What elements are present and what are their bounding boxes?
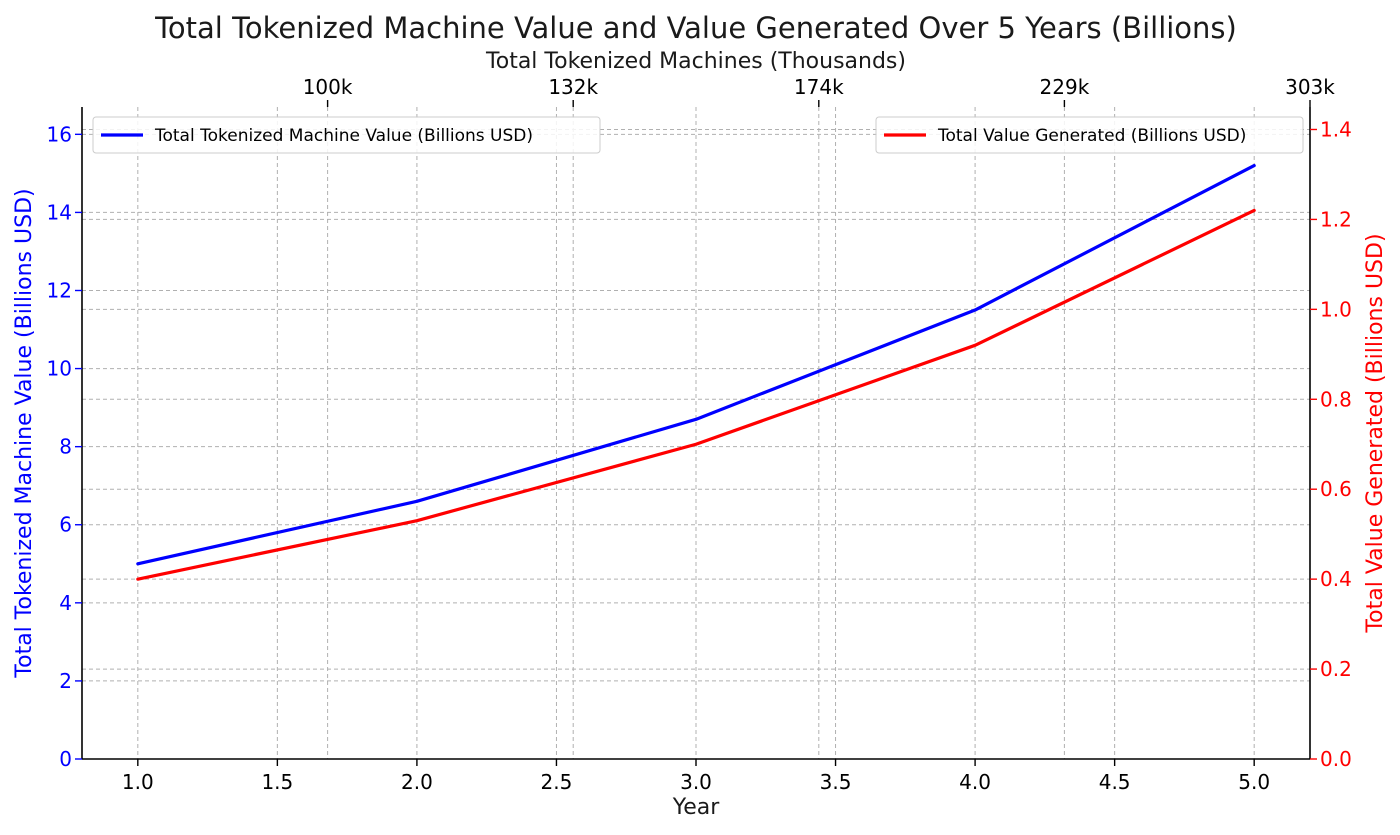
- left-tick-label: 10: [47, 357, 72, 381]
- left-tick-label: 8: [59, 435, 72, 459]
- legend-frame: [92, 116, 601, 154]
- series-line-machine-value: [136, 163, 1256, 566]
- legend-box-value-generated: Total Value Generated (Billions USD): [875, 116, 1304, 154]
- legend-frame: [875, 116, 1304, 154]
- axes-layer: 1.0 1.5 2.0 2.5 3.0 3.5 4.0 4.5 5.0 100k 132k 174k 2…: [47, 75, 1352, 794]
- right-tick-label: 0.0: [1320, 747, 1352, 771]
- left-tick-label: 14: [47, 200, 72, 224]
- legend-layer: Total Tokenized Machine Value (Billions …: [92, 116, 1304, 154]
- right-tick-label: 0.4: [1320, 567, 1352, 591]
- left-tick-label: 6: [59, 513, 72, 537]
- right-y-axis-title: Total Value Generated (Billions USD): [1363, 233, 1388, 633]
- right-tick-label: 0.2: [1320, 657, 1352, 681]
- top-tick-label: 132k: [548, 75, 598, 99]
- x-tick-label: 2.0: [401, 770, 433, 794]
- top-tick-label: 100k: [303, 75, 353, 99]
- left-tick-label: 16: [47, 122, 72, 146]
- right-tick-label: 1.2: [1320, 207, 1352, 231]
- x-tick-label: 4.0: [959, 770, 991, 794]
- legend-box-machine-value: Total Tokenized Machine Value (Billions …: [92, 116, 601, 154]
- left-y-axis-title: Total Tokenized Machine Value (Billions …: [12, 188, 37, 678]
- legend-label: Total Value Generated (Billions USD): [937, 126, 1246, 146]
- x-tick-label: 3.0: [680, 770, 712, 794]
- x-tick-label: 2.5: [541, 770, 573, 794]
- x-tick-label: 5.0: [1238, 770, 1270, 794]
- top-tick-label: 174k: [794, 75, 844, 99]
- top-axis-title: Total Tokenized Machines (Thousands): [485, 49, 906, 74]
- right-tick-label: 0.8: [1320, 387, 1352, 411]
- left-tick-label: 0: [59, 747, 72, 771]
- left-tick-label: 4: [59, 591, 72, 615]
- left-tick-label: 12: [47, 278, 72, 302]
- left-tick-label: 2: [59, 669, 72, 693]
- right-tick-label: 0.6: [1320, 477, 1352, 501]
- right-tick-label: 1.4: [1320, 117, 1352, 141]
- grid-layer: [82, 107, 1311, 760]
- right-tick-label: 1.0: [1320, 297, 1352, 321]
- x-tick-label: 1.0: [122, 770, 154, 794]
- chart-title: Total Tokenized Machine Value and Value …: [154, 11, 1237, 45]
- top-tick-label: 229k: [1040, 75, 1090, 99]
- x-tick-label: 4.5: [1099, 770, 1131, 794]
- x-axis-title: Year: [672, 795, 721, 820]
- x-tick-label: 1.5: [261, 770, 293, 794]
- legend-label: Total Tokenized Machine Value (Billions …: [154, 126, 533, 146]
- x-tick-label: 3.5: [820, 770, 852, 794]
- series-layer: [136, 163, 1256, 581]
- top-tick-label: 303k: [1285, 75, 1335, 99]
